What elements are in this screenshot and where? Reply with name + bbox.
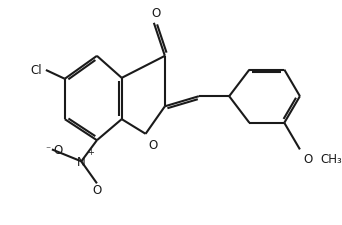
Text: N: N	[77, 155, 86, 168]
Text: O: O	[152, 7, 161, 20]
Text: O: O	[53, 143, 63, 156]
Text: CH₃: CH₃	[320, 152, 342, 165]
Text: O: O	[148, 138, 157, 151]
Text: ⁻: ⁻	[45, 145, 50, 155]
Text: Cl: Cl	[30, 64, 42, 77]
Text: +: +	[87, 147, 94, 156]
Text: O: O	[92, 184, 102, 196]
Text: O: O	[303, 152, 312, 165]
